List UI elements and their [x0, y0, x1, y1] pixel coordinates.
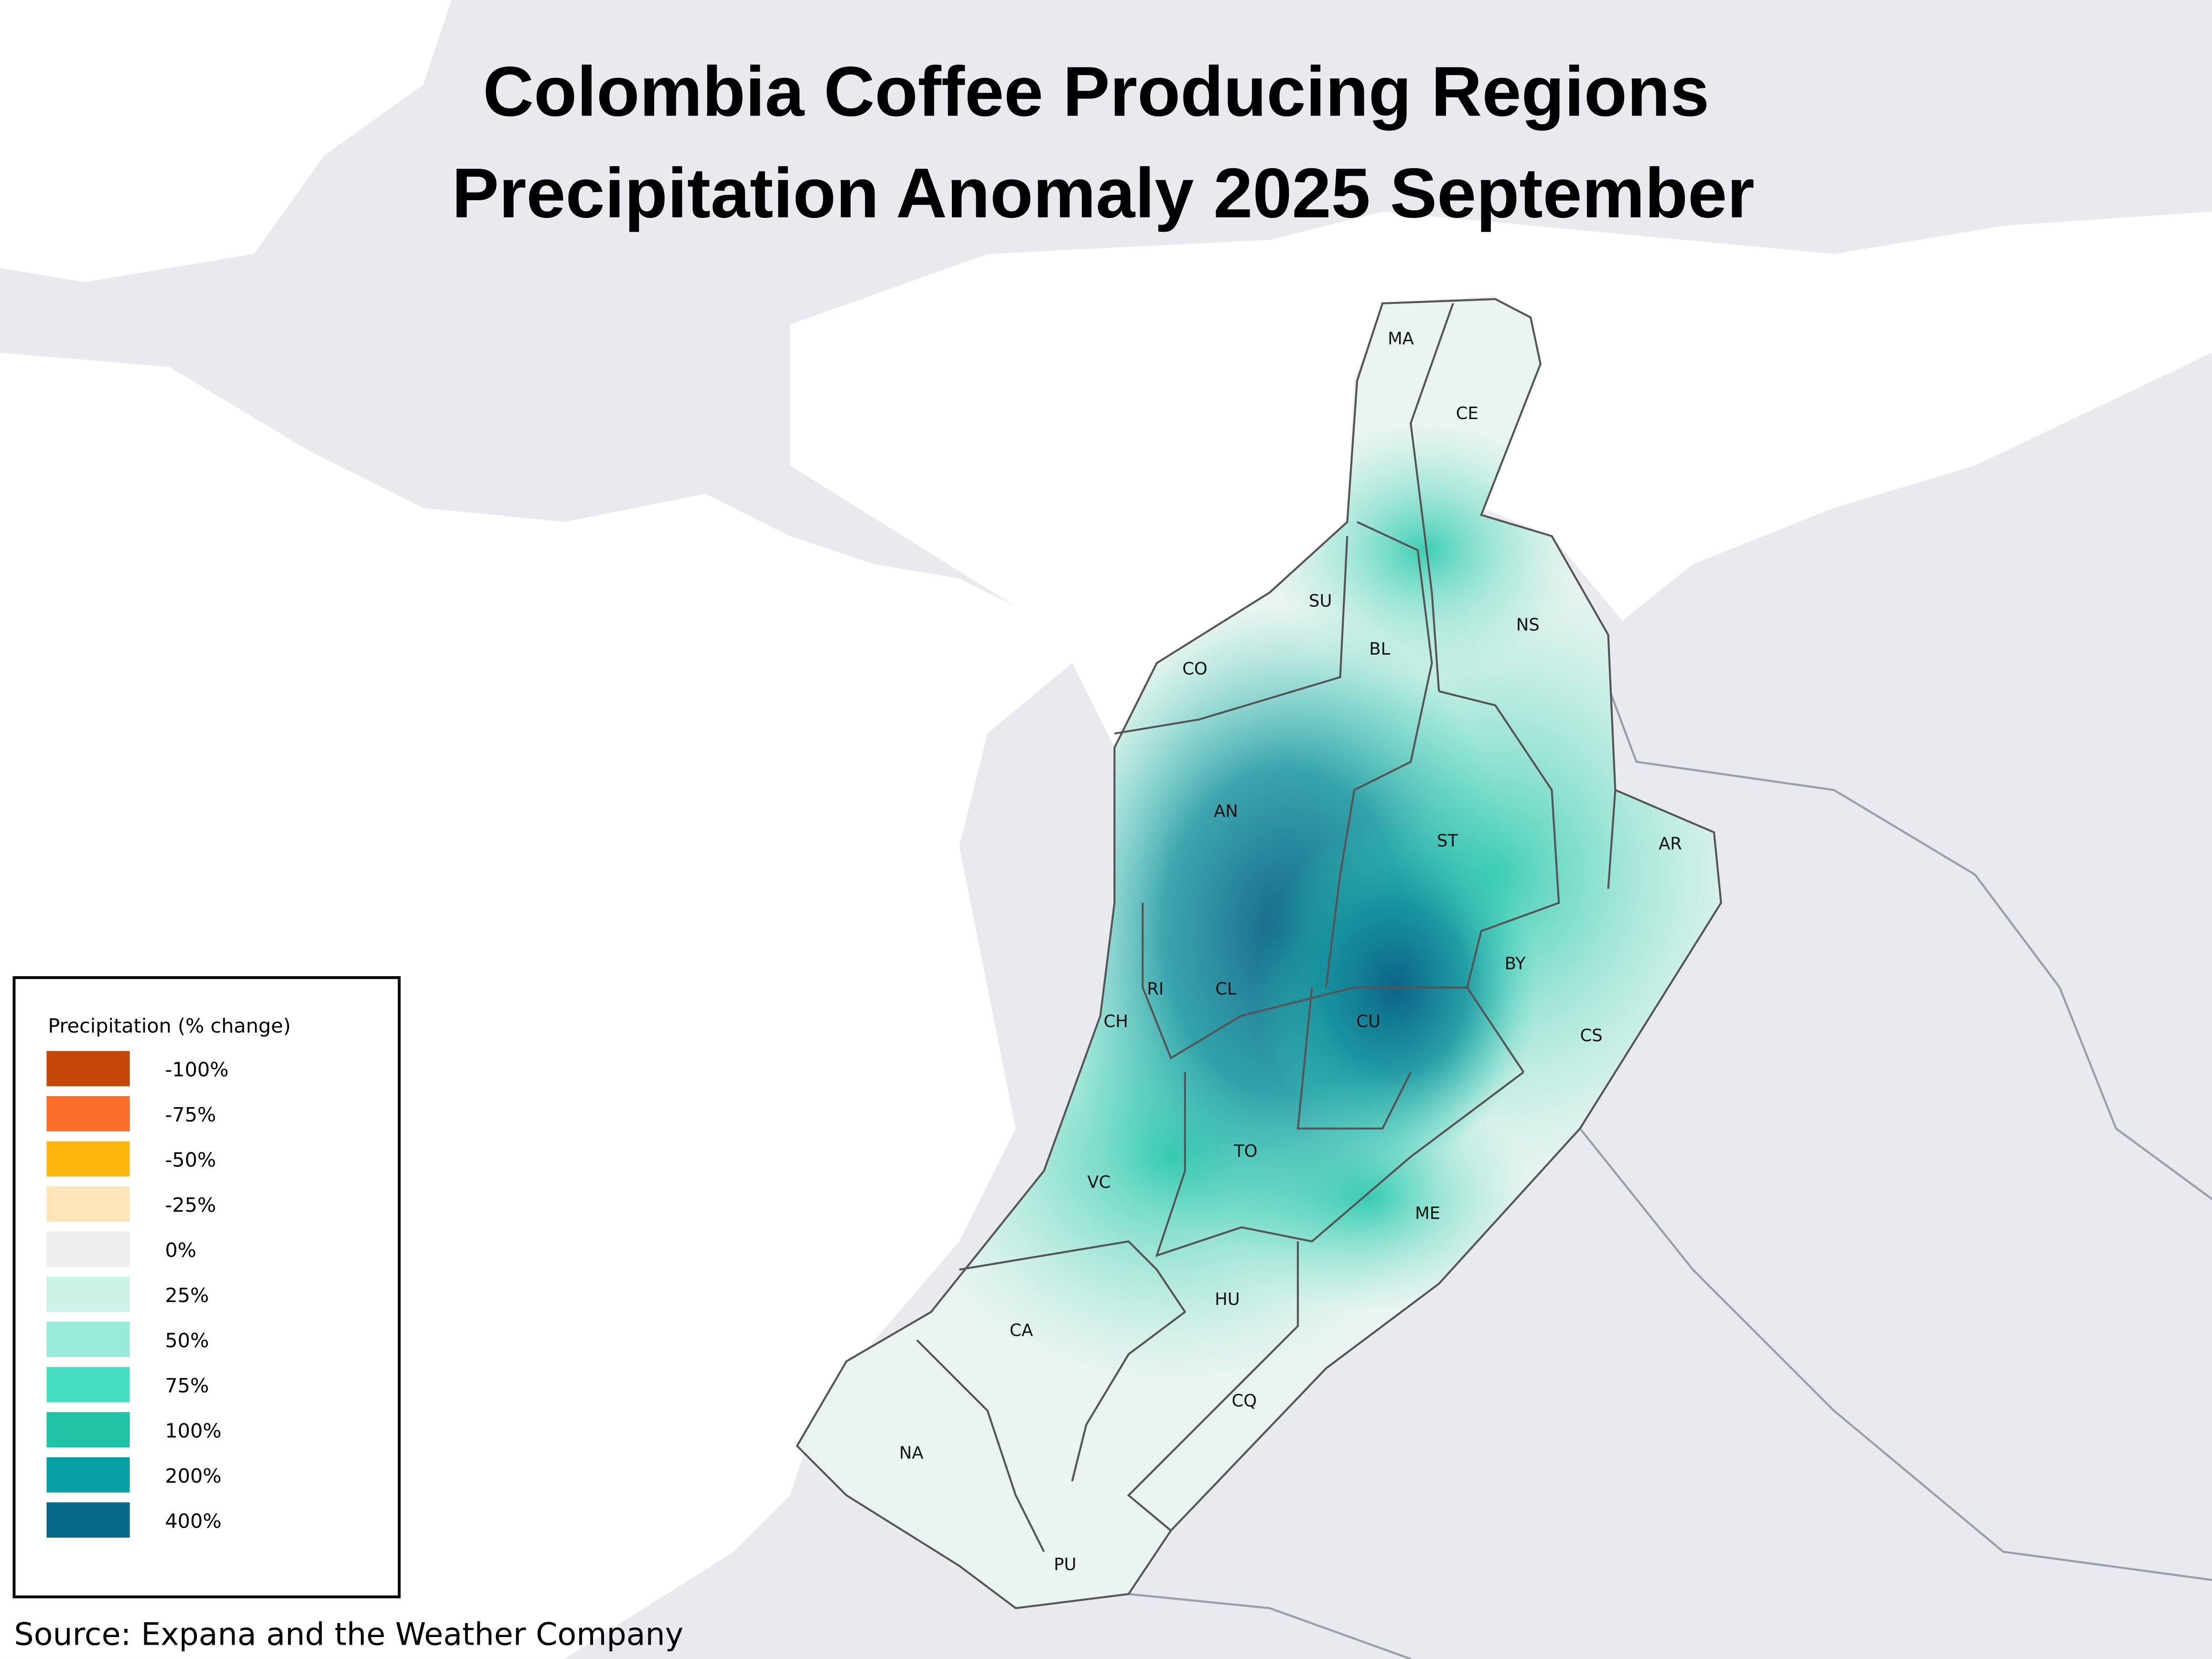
region-label: MA	[1388, 329, 1414, 348]
legend-title: Precipitation (% change)	[48, 1014, 291, 1037]
legend-label: 200%	[165, 1465, 221, 1487]
region-label: SU	[1309, 592, 1332, 611]
region-label: AN	[1214, 801, 1238, 821]
region-label: TO	[1233, 1142, 1258, 1161]
legend-swatch	[46, 1096, 130, 1131]
region-label: RI	[1147, 979, 1164, 999]
legend-label: -50%	[165, 1149, 216, 1172]
legend-label: 50%	[165, 1329, 209, 1352]
country-borders	[1128, 536, 2212, 1659]
region-label: ME	[1415, 1204, 1440, 1223]
region-label: HU	[1215, 1290, 1240, 1309]
region-borders	[797, 299, 1721, 1608]
region-label: CL	[1215, 979, 1237, 999]
legend-label: 400%	[165, 1509, 221, 1532]
region-label: ST	[1437, 831, 1458, 851]
legend-swatch	[46, 1051, 130, 1087]
region-label: NA	[899, 1444, 924, 1463]
region-label: CS	[1580, 1026, 1602, 1045]
legend-swatch	[46, 1141, 130, 1177]
region-label: CA	[1010, 1321, 1033, 1340]
legend-swatch	[46, 1186, 130, 1222]
region-label: CH	[1103, 1012, 1128, 1031]
legend-label: 100%	[165, 1419, 221, 1442]
legend-label: 25%	[165, 1284, 209, 1307]
region-label: PU	[1054, 1555, 1076, 1574]
legend: Precipitation (% change) -100% -75% -50% -2…	[12, 976, 401, 1598]
legend-swatch	[46, 1502, 130, 1538]
source: Source: Expana and the Weather Company	[14, 1616, 684, 1652]
legend-swatch	[46, 1276, 130, 1312]
region-label: BY	[1505, 954, 1526, 973]
region-label: CQ	[1232, 1391, 1257, 1411]
legend-label: -25%	[165, 1194, 216, 1217]
legend-swatch	[46, 1322, 130, 1357]
legend-swatch	[46, 1231, 130, 1267]
legend-label: -100%	[165, 1058, 228, 1081]
title-line: Precipitation Anomaly 2025 September	[452, 154, 1755, 233]
region-label: BL	[1369, 639, 1390, 659]
legend-swatch	[46, 1457, 130, 1493]
legend-label: 75%	[165, 1374, 209, 1397]
legend-items: -100% -75% -50% -25% 0% 25% 50% 75% 100% 200% 400%	[46, 1051, 228, 1538]
region-label: CO	[1182, 659, 1208, 679]
region-label: NS	[1516, 615, 1540, 635]
region-label: CU	[1356, 1012, 1381, 1031]
title-line: Colombia Coffee Producing Regions	[483, 52, 1710, 131]
region-label: VC	[1087, 1173, 1111, 1192]
region-label: AR	[1659, 834, 1682, 853]
legend-label: 0%	[165, 1239, 196, 1262]
caribbean-sea	[790, 211, 2212, 748]
region-labels: MA CE SU NS BL CO AN ST AR BY RI CL CH CU CS TO VC ME HU CA…	[899, 329, 1682, 1574]
legend-swatch	[46, 1412, 130, 1448]
legend-label: -75%	[165, 1103, 216, 1126]
water	[0, 0, 452, 282]
region-label: CE	[1456, 404, 1478, 423]
legend-swatch	[46, 1367, 130, 1402]
